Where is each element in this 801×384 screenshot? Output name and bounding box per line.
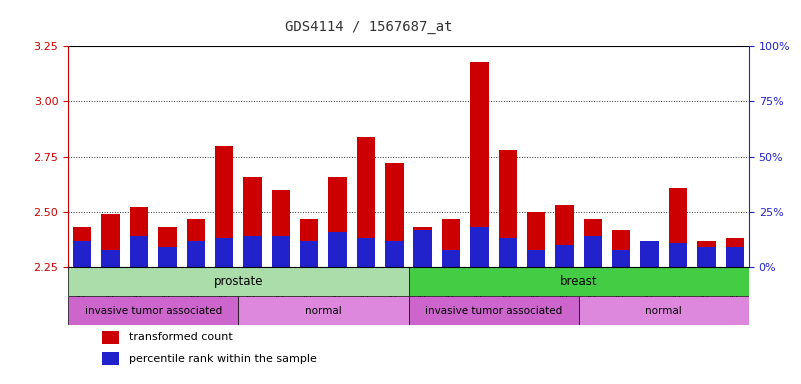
Bar	[73, 227, 91, 267]
Bar	[328, 177, 347, 267]
Bar	[130, 236, 148, 267]
Bar	[555, 205, 574, 267]
Bar	[527, 250, 545, 267]
Bar	[612, 250, 630, 267]
Bar	[158, 227, 176, 267]
Bar	[442, 250, 461, 267]
Bar	[300, 218, 319, 267]
Bar	[187, 241, 205, 267]
Bar	[584, 236, 602, 267]
Bar	[726, 247, 744, 267]
Bar	[409, 296, 578, 325]
Bar	[239, 296, 409, 325]
Bar	[68, 267, 409, 296]
Bar	[578, 296, 749, 325]
Bar	[356, 238, 375, 267]
Text: percentile rank within the sample: percentile rank within the sample	[130, 354, 317, 364]
Bar	[272, 190, 290, 267]
Bar	[328, 232, 347, 267]
Bar	[641, 252, 659, 267]
Bar	[158, 247, 176, 267]
Bar	[612, 230, 630, 267]
Bar	[442, 218, 461, 267]
Bar	[669, 243, 687, 267]
Bar	[244, 177, 262, 267]
Bar	[102, 250, 120, 267]
Bar	[356, 137, 375, 267]
Bar	[103, 331, 119, 344]
Bar	[385, 241, 404, 267]
Bar	[669, 188, 687, 267]
Bar	[555, 245, 574, 267]
Text: breast: breast	[560, 275, 598, 288]
Bar	[413, 227, 432, 267]
Bar	[498, 150, 517, 267]
Bar	[409, 267, 749, 296]
Bar	[413, 230, 432, 267]
Text: invasive tumor associated: invasive tumor associated	[85, 306, 222, 316]
Bar	[244, 236, 262, 267]
Text: invasive tumor associated: invasive tumor associated	[425, 306, 562, 316]
Bar	[385, 163, 404, 267]
Text: transformed count: transformed count	[130, 333, 233, 343]
Bar	[498, 238, 517, 267]
Bar	[103, 352, 119, 365]
Bar	[272, 236, 290, 267]
Bar	[527, 212, 545, 267]
Bar	[470, 227, 489, 267]
Text: normal: normal	[305, 306, 342, 316]
Bar	[726, 238, 744, 267]
Text: prostate: prostate	[214, 275, 263, 288]
Bar	[697, 241, 715, 267]
Bar	[697, 247, 715, 267]
Bar	[130, 207, 148, 267]
Bar	[300, 241, 319, 267]
Bar	[641, 241, 659, 267]
Bar	[102, 214, 120, 267]
Text: normal: normal	[646, 306, 682, 316]
Bar	[470, 61, 489, 267]
Bar	[68, 296, 239, 325]
Text: GDS4114 / 1567687_at: GDS4114 / 1567687_at	[284, 20, 453, 34]
Bar	[584, 218, 602, 267]
Bar	[187, 218, 205, 267]
Bar	[215, 238, 233, 267]
Bar	[215, 146, 233, 267]
Bar	[73, 241, 91, 267]
